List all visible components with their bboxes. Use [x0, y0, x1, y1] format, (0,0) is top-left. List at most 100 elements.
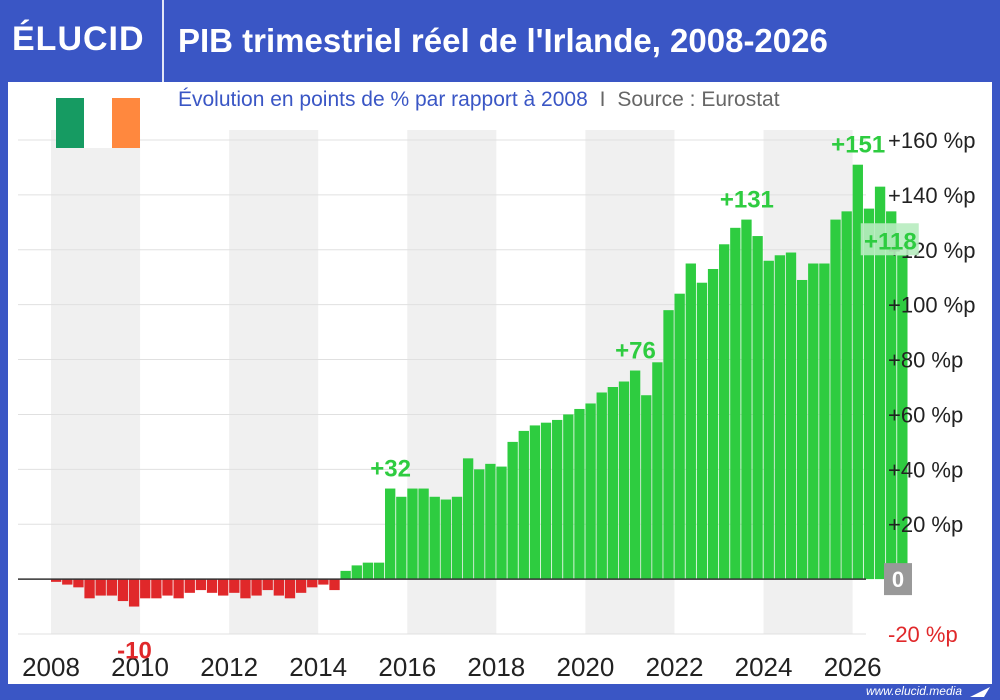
y-tick-label: +140 %p — [888, 183, 975, 208]
bar — [707, 268, 719, 580]
ireland-flag-icon — [56, 98, 140, 148]
data-label: +151 — [831, 132, 885, 159]
bar — [774, 255, 786, 580]
bar — [140, 579, 151, 599]
bar — [685, 263, 696, 580]
bar — [407, 488, 418, 580]
y-tick-label: -20 %p — [888, 622, 958, 647]
bar — [741, 219, 752, 580]
data-label: +131 — [720, 187, 774, 214]
bar — [585, 403, 596, 580]
x-tick-label: 2016 — [378, 652, 436, 682]
bar — [128, 579, 140, 607]
background-band — [51, 130, 141, 634]
chart-svg: -20 %p 0 +20 %p +40 %p +60 %p +80 %p +100 %p +1… — [18, 128, 975, 682]
x-tick-label: 2020 — [557, 652, 615, 682]
bar — [863, 208, 875, 580]
bar — [373, 562, 385, 580]
bar — [518, 430, 529, 580]
bar — [819, 263, 830, 580]
x-tick-label: 2022 — [646, 652, 704, 682]
bar — [307, 579, 318, 588]
bar — [663, 310, 674, 580]
header: ÉLUCID PIB trimestriel réel de l'Irlande… — [0, 0, 1000, 82]
bar — [540, 422, 552, 580]
bar — [474, 469, 485, 580]
header-divider — [162, 0, 164, 82]
bar — [641, 395, 652, 580]
bar — [796, 279, 808, 580]
background-band — [229, 130, 319, 634]
bar — [251, 579, 262, 596]
data-label: +76 — [615, 338, 656, 365]
y-tick-label: 0 — [892, 567, 904, 592]
bar — [117, 579, 129, 602]
footer-arrow-icon — [970, 687, 990, 697]
bar — [418, 488, 429, 580]
bar — [874, 186, 886, 580]
bar — [496, 466, 507, 580]
bar — [785, 252, 797, 580]
bar — [808, 263, 819, 580]
bar — [830, 219, 841, 580]
bar — [362, 562, 374, 580]
bar — [451, 496, 463, 580]
bar — [674, 293, 685, 580]
bar — [897, 255, 908, 580]
annotation-bg — [860, 223, 919, 256]
x-tick-label: 2018 — [467, 652, 525, 682]
bar — [262, 579, 273, 591]
bar — [485, 463, 496, 580]
flag-stripe-white — [84, 98, 112, 148]
data-label: +118 — [864, 228, 917, 255]
bar — [652, 362, 663, 580]
bar — [396, 496, 407, 580]
chart-title: PIB trimestriel réel de l'Irlande, 2008-… — [178, 22, 828, 59]
bar — [329, 579, 340, 591]
bar — [886, 211, 897, 580]
bar — [507, 441, 518, 580]
bar — [629, 370, 641, 580]
bar — [151, 579, 162, 599]
bar — [284, 579, 296, 599]
x-tick-label: 2010 — [111, 652, 169, 682]
y-tick-label: +160 %p — [888, 128, 975, 153]
bar — [184, 579, 195, 593]
bar — [273, 579, 285, 596]
y-tick-label: +20 %p — [888, 512, 963, 537]
data-label: -10 — [117, 638, 152, 665]
bar — [730, 227, 741, 580]
bar — [719, 244, 730, 580]
bar — [218, 579, 229, 596]
bar — [106, 579, 118, 596]
bar — [62, 579, 73, 585]
bar — [696, 282, 708, 580]
bar — [552, 419, 563, 580]
bar — [607, 387, 619, 580]
bar — [763, 260, 774, 580]
bar — [162, 579, 173, 596]
bar — [429, 496, 440, 580]
bar — [618, 381, 630, 580]
y-tick-label: +100 %p — [888, 293, 975, 318]
bar — [841, 211, 852, 580]
bar — [596, 392, 607, 580]
bar — [351, 565, 362, 580]
chart-panel: -20 %p 0 +20 %p +40 %p +60 %p +80 %p +100 %p +1… — [8, 82, 992, 684]
bar — [95, 579, 106, 596]
y-tick-label: +80 %p — [888, 348, 963, 373]
source-label: Source : Eurostat — [617, 88, 780, 111]
chart-subtitle: Évolution en points de % par rapport à 2… — [178, 88, 780, 112]
bar — [195, 579, 207, 591]
bar — [173, 579, 184, 599]
bar — [340, 570, 351, 580]
bar — [84, 579, 95, 599]
x-tick-label: 2014 — [289, 652, 347, 682]
flag-stripe-green — [56, 98, 84, 148]
bar — [574, 408, 585, 580]
bar — [229, 579, 240, 593]
data-label: +32 — [370, 456, 411, 483]
y-tick-label: +40 %p — [888, 457, 963, 482]
subtitle-main: Évolution en points de % par rapport à 2… — [178, 88, 588, 111]
footer-url[interactable]: www.elucid.media — [865, 684, 962, 698]
